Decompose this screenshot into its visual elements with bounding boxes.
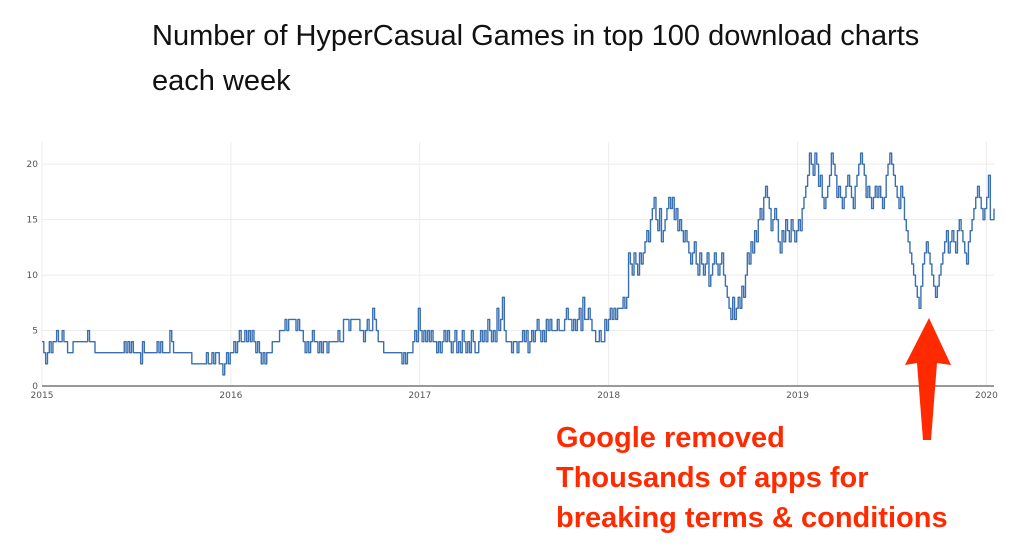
y-tick-label: 0 (32, 382, 38, 392)
x-tick-label: 2020 (975, 391, 998, 401)
x-tick-label: 2019 (786, 391, 809, 401)
x-tick-label: 2016 (219, 391, 242, 401)
annotation-line-3: breaking terms & conditions (556, 502, 948, 534)
y-tick-label: 15 (27, 216, 38, 226)
y-tick-label: 10 (27, 271, 39, 281)
x-tick-label: 2018 (597, 391, 620, 401)
chart-title: Number of HyperCasual Games in top 100 d… (152, 20, 920, 97)
arrow-shape (905, 318, 951, 440)
grid-lines (41, 142, 994, 386)
y-tick-label: 5 (32, 327, 38, 337)
annotation-line-2: Thousands of apps for (556, 462, 869, 494)
x-tick-label: 2017 (408, 391, 431, 401)
annotation-line-1: Google removed (556, 422, 785, 454)
series-line (42, 152, 995, 376)
annotation-text: Google removed Thousands of apps for bre… (556, 418, 1016, 538)
y-tick-label: 20 (27, 160, 39, 170)
x-tick-label: 2015 (31, 391, 54, 401)
arrow-annotation (905, 318, 951, 440)
x-tick-labels: 2015 2016 2017 2018 2019 2020 (31, 391, 999, 401)
y-tick-labels: 0 5 10 15 20 (27, 160, 39, 392)
